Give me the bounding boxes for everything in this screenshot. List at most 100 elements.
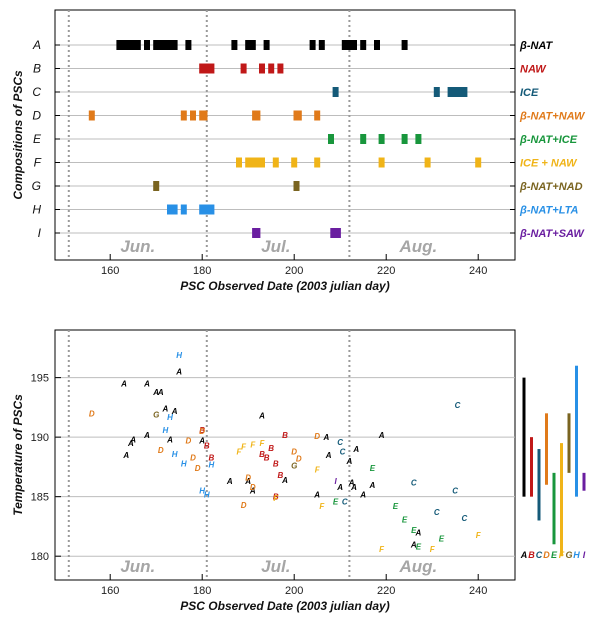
observation-mark-H — [208, 204, 215, 215]
month-label: Jul. — [261, 237, 290, 256]
observation-mark-B — [268, 63, 275, 74]
observation-mark-F — [245, 157, 252, 168]
observation-mark-D — [314, 110, 321, 121]
data-point-B: B — [199, 426, 205, 435]
composition-label-A: β-NAT — [519, 40, 554, 52]
composition-label-C: ICE — [520, 87, 539, 99]
observation-mark-A — [341, 40, 348, 50]
observation-mark-F — [291, 157, 298, 168]
range-bar-label-B: B — [528, 550, 535, 560]
observation-mark-A — [162, 40, 169, 50]
observation-mark-A — [245, 40, 252, 50]
data-point-A: A — [129, 436, 136, 445]
observation-mark-G — [293, 181, 300, 191]
data-point-B: B — [268, 444, 274, 453]
category-label-B: B — [33, 62, 41, 76]
data-point-B: B — [204, 441, 210, 450]
data-point-A: A — [348, 478, 355, 487]
category-label-H: H — [32, 203, 41, 217]
data-point-H: H — [172, 450, 178, 459]
observation-mark-B — [208, 63, 215, 74]
observation-mark-F — [249, 157, 256, 168]
observation-mark-E — [360, 134, 367, 144]
temperature-range-bar-I — [582, 472, 586, 491]
data-point-G: G — [153, 411, 159, 420]
data-point-F: F — [319, 502, 325, 511]
data-point-C: C — [452, 487, 458, 496]
data-point-B: B — [209, 453, 215, 462]
observation-mark-A — [144, 40, 150, 50]
data-point-A: A — [198, 437, 205, 446]
data-point-C: C — [342, 497, 348, 506]
data-point-E: E — [333, 497, 339, 506]
data-point-B: B — [273, 493, 279, 502]
month-label: Aug. — [399, 237, 438, 256]
observation-mark-A — [130, 40, 137, 50]
observation-mark-E — [415, 134, 422, 144]
range-bar-label-F: F — [559, 550, 565, 560]
data-point-H: H — [163, 426, 169, 435]
x-tick-label: 180 — [193, 265, 211, 277]
observation-mark-D — [88, 110, 95, 121]
temperature-range-bar-G — [567, 413, 571, 473]
observation-mark-D — [295, 110, 302, 121]
composition-label-E: β-NAT+ICE — [519, 134, 578, 146]
data-point-F: F — [273, 494, 279, 503]
data-point-H: H — [181, 459, 187, 468]
x-tick-label: 220 — [377, 265, 395, 277]
data-point-A: A — [323, 433, 330, 442]
observation-mark-A — [153, 40, 160, 50]
data-point-A: A — [346, 457, 353, 466]
range-bar-label-C: C — [536, 550, 543, 560]
temperature-range-bar-D — [545, 413, 548, 485]
data-point-A: A — [122, 451, 129, 460]
data-point-A: A — [152, 388, 159, 397]
data-point-A: A — [378, 431, 385, 440]
month-label: Jul. — [261, 557, 290, 576]
observation-mark-A — [171, 40, 178, 50]
observation-mark-C — [456, 87, 463, 97]
data-point-F: F — [241, 443, 247, 452]
range-bar-label-H: H — [573, 550, 580, 560]
y-axis-label: Temperature of PSCs — [11, 394, 25, 516]
data-point-H: H — [176, 351, 182, 360]
month-label: Aug. — [399, 557, 438, 576]
data-point-A: A — [143, 380, 150, 389]
observation-mark-F — [314, 157, 321, 168]
data-point-A: A — [352, 445, 359, 454]
observation-mark-C — [452, 87, 459, 97]
data-point-A: A — [249, 487, 256, 496]
observation-mark-H — [203, 204, 210, 215]
observation-mark-H — [171, 204, 178, 215]
composition-label-D: β-NAT+NAW — [519, 111, 586, 123]
x-tick-label: 180 — [193, 585, 211, 597]
observation-mark-C — [433, 87, 440, 97]
data-point-B: B — [264, 453, 270, 462]
data-point-C: C — [434, 508, 440, 517]
observation-mark-F — [475, 157, 482, 168]
data-point-A: A — [350, 483, 357, 492]
month-label: Jun. — [120, 557, 155, 576]
observation-mark-E — [378, 134, 385, 144]
observation-mark-B — [277, 63, 284, 74]
observation-mark-I — [254, 228, 261, 238]
range-bar-label-A: A — [520, 550, 528, 560]
month-label: Jun. — [120, 237, 155, 256]
x-axis-label: PSC Observed Date (2003 julian day) — [180, 599, 389, 613]
range-bar-label-D: D — [543, 550, 550, 560]
data-point-D: D — [241, 501, 247, 510]
temperature-range-bar-E — [552, 472, 556, 545]
observation-mark-A — [318, 40, 325, 50]
data-point-A: A — [359, 490, 366, 499]
observation-mark-D — [190, 110, 196, 121]
data-point-C: C — [455, 401, 461, 410]
observation-mark-D — [180, 110, 187, 121]
data-point-E: E — [416, 543, 422, 552]
data-point-A: A — [166, 436, 173, 445]
top-plot-frame — [54, 9, 516, 261]
data-point-D: D — [190, 453, 196, 462]
data-point-F: F — [379, 545, 385, 554]
temperature-range-bar-A — [522, 377, 526, 497]
data-point-A: A — [336, 483, 343, 492]
